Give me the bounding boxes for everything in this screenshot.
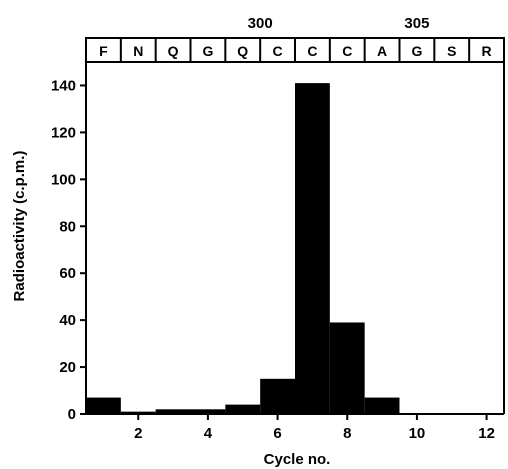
bar-cycle-7 xyxy=(295,83,330,415)
residue-label-6: C xyxy=(273,43,283,59)
residue-label-4: G xyxy=(202,43,213,59)
bar-cycle-5 xyxy=(225,404,261,414)
y-tick-label-20: 20 xyxy=(59,359,76,376)
residue-label-9: A xyxy=(377,43,387,59)
x-tick-label-12: 12 xyxy=(478,425,495,442)
y-tick-label-100: 100 xyxy=(51,171,76,188)
y-tick-label-120: 120 xyxy=(51,124,76,141)
y-tick-label-140: 140 xyxy=(51,77,76,94)
y-tick-label-80: 80 xyxy=(59,218,76,235)
residue-number-305: 305 xyxy=(404,15,429,32)
bar-cycle-2 xyxy=(120,411,156,414)
bar-cycle-8 xyxy=(329,322,365,414)
x-tick-label-6: 6 xyxy=(273,425,281,442)
residue-label-2: N xyxy=(133,43,143,59)
bar-cycle-1 xyxy=(86,397,121,414)
y-tick-label-0: 0 xyxy=(68,406,76,423)
residue-label-11: S xyxy=(447,43,456,59)
x-tick-label-4: 4 xyxy=(204,425,213,442)
x-axis-label: Cycle no. xyxy=(264,451,331,468)
y-axis-label: Radioactivity (c.p.m.) xyxy=(11,151,28,302)
residue-label-7: C xyxy=(307,43,317,59)
residue-number-300: 300 xyxy=(248,15,273,32)
bar-cycle-9 xyxy=(364,397,400,414)
y-tick-label-60: 60 xyxy=(59,265,76,282)
bar-cycle-3 xyxy=(155,409,191,414)
x-tick-label-10: 10 xyxy=(409,425,426,442)
residue-label-5: Q xyxy=(237,43,248,59)
x-tick-label-2: 2 xyxy=(134,425,142,442)
residue-label-8: C xyxy=(342,43,352,59)
y-tick-label-40: 40 xyxy=(59,312,76,329)
x-tick-label-8: 8 xyxy=(343,425,351,442)
residue-label-12: R xyxy=(482,43,492,59)
bar-cycle-6 xyxy=(260,378,295,414)
residue-label-1: F xyxy=(99,43,108,59)
residue-label-10: G xyxy=(411,43,422,59)
bar-cycle-4 xyxy=(190,409,226,414)
residue-label-3: Q xyxy=(168,43,179,59)
